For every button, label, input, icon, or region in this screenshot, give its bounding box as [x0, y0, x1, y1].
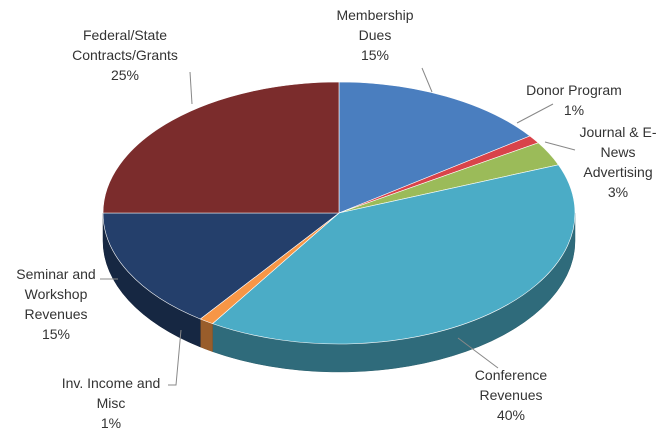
slice: [102, 81, 340, 214]
slice: [102, 212, 340, 320]
slice-label: Federal/State Contracts/Grants 25%: [62, 25, 188, 85]
category-label: Journal & E-News Advertising: [579, 124, 657, 180]
slice-label: Journal & E-News Advertising 3%: [572, 122, 664, 202]
slice: [211, 164, 576, 345]
category-label: Donor Program: [526, 82, 622, 98]
slice-label: Inv. Income and Misc 1%: [50, 373, 172, 433]
slice-label: Conference Revenues 40%: [455, 365, 567, 425]
value-label: 40%: [496, 407, 526, 423]
slice-label: Donor Program 1%: [510, 80, 638, 120]
slice: [338, 81, 531, 214]
category-label: Federal/State Contracts/Grants: [72, 27, 178, 63]
category-label: Inv. Income and Misc: [61, 375, 161, 411]
leader-line: [421, 67, 433, 93]
leader-line: [168, 329, 182, 386]
value-label: 25%: [110, 67, 140, 83]
slice-side: [200, 318, 213, 352]
value-label: 3%: [607, 184, 629, 200]
value-label: 1%: [563, 102, 585, 118]
value-label: 15%: [360, 47, 390, 63]
category-label: Membership Dues: [336, 7, 414, 43]
leader-line: [189, 71, 193, 105]
slice-label: Membership Dues 15%: [320, 5, 430, 65]
leader-line: [457, 337, 499, 369]
leader-line: [544, 141, 576, 151]
category-label: Conference Revenues: [474, 367, 548, 403]
value-label: 1%: [100, 415, 122, 431]
category-label: Seminar and Workshop Revenues: [16, 266, 96, 322]
slice-label: Seminar and Workshop Revenues 15%: [8, 264, 104, 344]
value-label: 15%: [41, 326, 71, 342]
leader-line: [516, 103, 554, 124]
